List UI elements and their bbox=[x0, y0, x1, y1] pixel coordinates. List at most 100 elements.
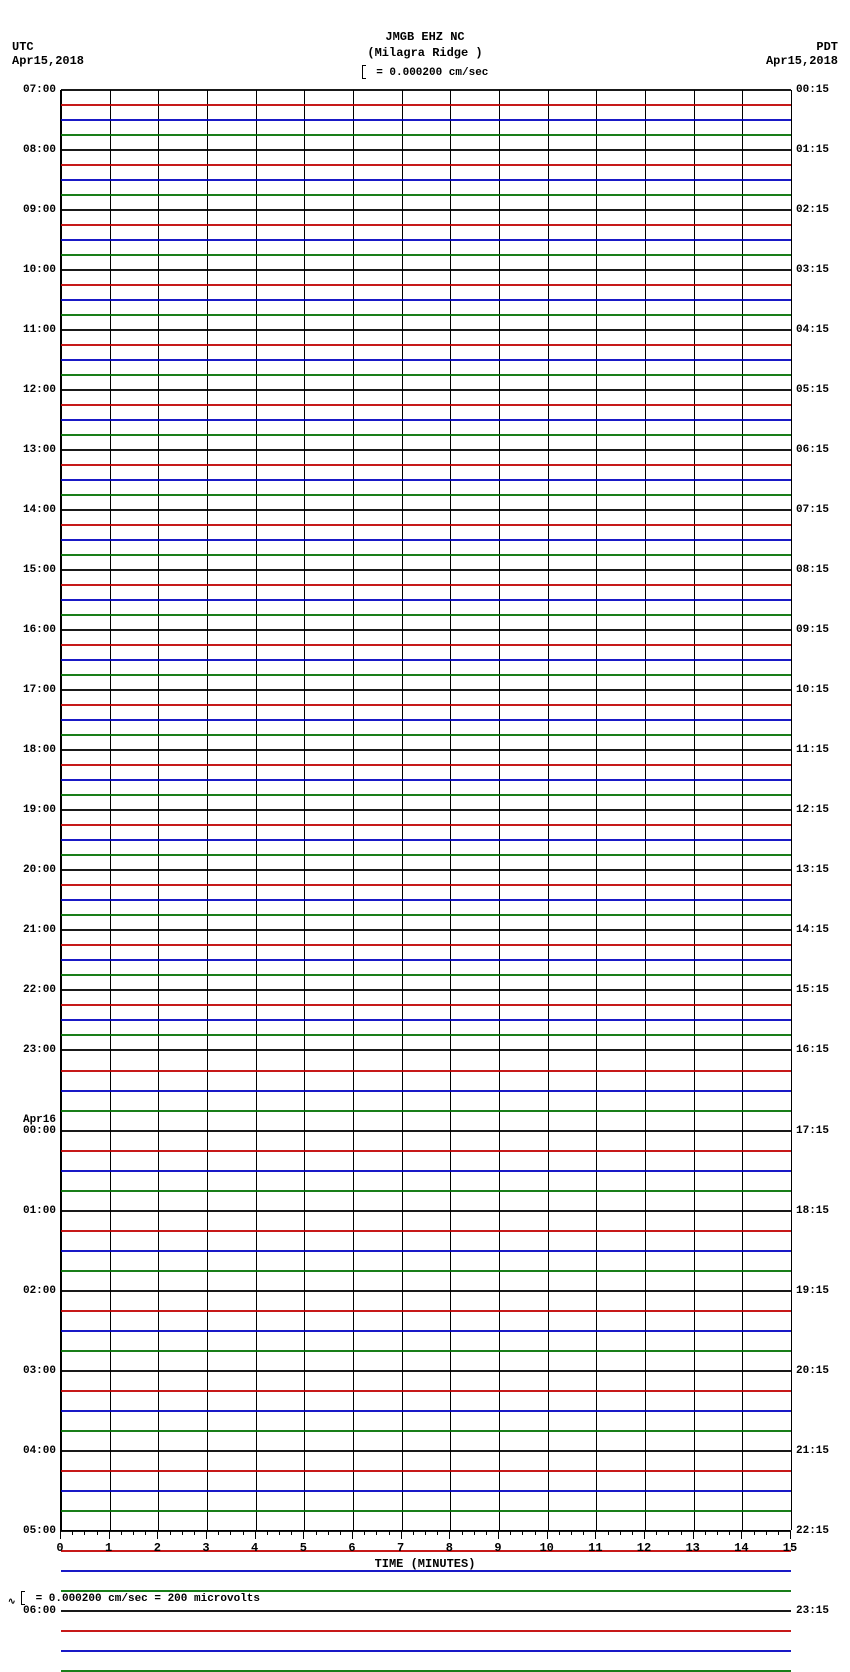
utc-hour-label: 03:00 bbox=[23, 1365, 56, 1377]
utc-hour-label: 08:00 bbox=[23, 144, 56, 156]
x-tick-major bbox=[352, 1531, 353, 1539]
x-tick-minor bbox=[170, 1531, 171, 1535]
x-tick-minor bbox=[182, 1531, 183, 1535]
utc-hour-label: 00:00 bbox=[23, 1125, 56, 1137]
trace-line bbox=[61, 134, 791, 136]
trace-line bbox=[61, 1650, 791, 1652]
pdt-hour-label: 05:15 bbox=[796, 384, 829, 396]
pdt-hour-label: 13:15 bbox=[796, 864, 829, 876]
x-tick-label: 2 bbox=[154, 1541, 161, 1555]
trace-line bbox=[61, 1610, 791, 1612]
trace-line bbox=[61, 344, 791, 346]
trace-line bbox=[61, 1090, 791, 1092]
x-tick-major bbox=[109, 1531, 110, 1539]
x-axis: TIME (MINUTES) 0123456789101112131415 bbox=[60, 1530, 790, 1571]
trace-line bbox=[61, 359, 791, 361]
seismogram-plot: 07:0000:1508:0001:1509:0002:1510:0003:15… bbox=[60, 90, 792, 1530]
x-tick-major bbox=[449, 1531, 450, 1539]
trace-line bbox=[61, 299, 791, 301]
x-tick-minor bbox=[145, 1531, 146, 1535]
utc-hour-label: 21:00 bbox=[23, 924, 56, 936]
trace-line bbox=[61, 839, 791, 841]
x-tick-minor bbox=[474, 1531, 475, 1535]
x-tick-minor bbox=[729, 1531, 730, 1535]
utc-hour-label: 11:00 bbox=[23, 324, 56, 336]
pdt-hour-label: 09:15 bbox=[796, 624, 829, 636]
trace-line bbox=[61, 1290, 791, 1292]
trace-line bbox=[61, 509, 791, 511]
trace-line bbox=[61, 1370, 791, 1372]
x-tick-label: 4 bbox=[251, 1541, 258, 1555]
pdt-hour-label: 11:15 bbox=[796, 744, 829, 756]
trace-line bbox=[61, 89, 791, 91]
trace-line bbox=[61, 389, 791, 391]
trace-line bbox=[61, 974, 791, 976]
x-tick-major bbox=[644, 1531, 645, 1539]
x-tick-major bbox=[255, 1531, 256, 1539]
pdt-hour-label: 21:15 bbox=[796, 1445, 829, 1457]
x-tick-minor bbox=[230, 1531, 231, 1535]
trace-line bbox=[61, 404, 791, 406]
trace-line bbox=[61, 644, 791, 646]
trace-line bbox=[61, 1019, 791, 1021]
station-code: JMGB EHZ NC bbox=[0, 30, 850, 46]
scale-legend-text: = 0.000200 cm/sec bbox=[376, 67, 488, 79]
x-tick-label: 8 bbox=[446, 1541, 453, 1555]
x-tick-minor bbox=[84, 1531, 85, 1535]
trace-line bbox=[61, 944, 791, 946]
trace-line bbox=[61, 104, 791, 106]
x-tick-minor bbox=[328, 1531, 329, 1535]
pdt-hour-label: 10:15 bbox=[796, 684, 829, 696]
utc-hour-label: 10:00 bbox=[23, 264, 56, 276]
x-tick-major bbox=[547, 1531, 548, 1539]
utc-hour-label: 20:00 bbox=[23, 864, 56, 876]
trace-line bbox=[61, 764, 791, 766]
pdt-hour-label: 07:15 bbox=[796, 504, 829, 516]
x-tick-label: 3 bbox=[202, 1541, 209, 1555]
trace-line bbox=[61, 524, 791, 526]
utc-hour-label: 04:00 bbox=[23, 1445, 56, 1457]
trace-line bbox=[61, 809, 791, 811]
trace-line bbox=[61, 929, 791, 931]
pdt-hour-label: 23:15 bbox=[796, 1605, 829, 1617]
trace-line bbox=[61, 1004, 791, 1006]
x-tick-minor bbox=[279, 1531, 280, 1535]
x-tick-minor bbox=[267, 1531, 268, 1535]
trace-line bbox=[61, 614, 791, 616]
trace-line bbox=[61, 329, 791, 331]
trace-line bbox=[61, 1110, 791, 1112]
x-tick-major bbox=[741, 1531, 742, 1539]
x-tick-minor bbox=[559, 1531, 560, 1535]
x-tick-minor bbox=[340, 1531, 341, 1535]
x-tick-minor bbox=[413, 1531, 414, 1535]
pdt-hour-label: 15:15 bbox=[796, 984, 829, 996]
trace-line bbox=[61, 239, 791, 241]
chart-header: JMGB EHZ NC (Milagra Ridge ) = 0.000200 … bbox=[0, 30, 850, 80]
x-tick-minor bbox=[194, 1531, 195, 1535]
utc-hour-label: 17:00 bbox=[23, 684, 56, 696]
x-tick-label: 0 bbox=[56, 1541, 63, 1555]
pdt-hour-label: 12:15 bbox=[796, 804, 829, 816]
x-tick-minor bbox=[620, 1531, 621, 1535]
trace-line bbox=[61, 1310, 791, 1312]
pdt-hour-label: 19:15 bbox=[796, 1285, 829, 1297]
x-tick-minor bbox=[486, 1531, 487, 1535]
x-tick-minor bbox=[754, 1531, 755, 1535]
pdt-hour-label: 17:15 bbox=[796, 1125, 829, 1137]
x-tick-minor bbox=[462, 1531, 463, 1535]
footer-prefix: ∿ bbox=[8, 1597, 21, 1607]
trace-line bbox=[61, 149, 791, 151]
x-tick-minor bbox=[243, 1531, 244, 1535]
trace-line bbox=[61, 1190, 791, 1192]
trace-line bbox=[61, 1430, 791, 1432]
utc-hour-label: 07:00 bbox=[23, 84, 56, 96]
x-tick-label: 6 bbox=[348, 1541, 355, 1555]
trace-line bbox=[61, 1150, 791, 1152]
x-tick-minor bbox=[121, 1531, 122, 1535]
trace-line bbox=[61, 569, 791, 571]
pdt-hour-label: 04:15 bbox=[796, 324, 829, 336]
trace-line bbox=[61, 1210, 791, 1212]
pdt-hour-label: 22:15 bbox=[796, 1525, 829, 1537]
x-tick-minor bbox=[705, 1531, 706, 1535]
x-tick-label: 1 bbox=[105, 1541, 112, 1555]
